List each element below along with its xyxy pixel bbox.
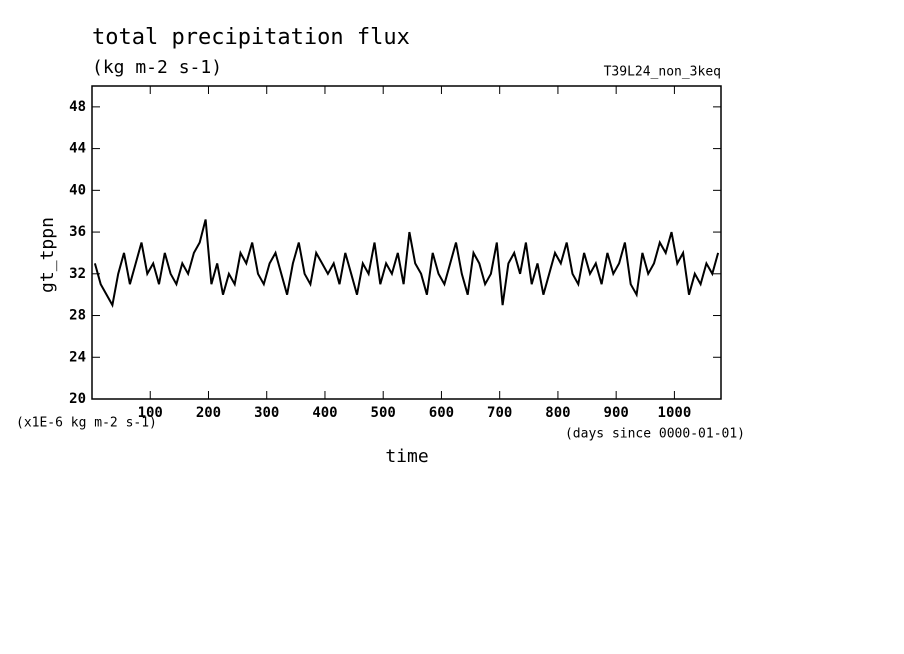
x-tick-label: 400: [312, 405, 337, 421]
x-tick-label: 600: [429, 405, 454, 421]
annotation: T39L24_non_3keq: [604, 65, 721, 80]
y-axis-label: gt_tppn: [37, 217, 58, 293]
y-tick-label: 40: [69, 182, 86, 198]
y-tick-label: 20: [69, 391, 86, 407]
series-line: [93, 219, 720, 309]
y-tick-label: 32: [69, 266, 86, 282]
y-tick-label: 36: [69, 224, 86, 240]
chart-title: total precipitation flux: [92, 25, 410, 50]
x-tick-label: 100: [138, 405, 163, 421]
y-tick-label: 48: [69, 99, 86, 115]
y-tick-label: 24: [69, 349, 86, 365]
y-tick-label: 28: [69, 308, 86, 324]
plot-frame: [91, 85, 722, 400]
x-axis-label: time: [385, 446, 428, 467]
x-tick-label: 700: [487, 405, 512, 421]
y-unit: (x1E-6 kg m-2 s-1): [16, 416, 157, 431]
x-unit: (days since 0000-01-01): [565, 427, 745, 442]
x-tick-label: 300: [254, 405, 279, 421]
x-tick-label: 200: [196, 405, 221, 421]
chart-subtitle: (kg m-2 s-1): [92, 57, 222, 78]
x-tick-label: 500: [371, 405, 396, 421]
x-tick-label: 800: [545, 405, 570, 421]
x-tick-label: 900: [604, 405, 629, 421]
x-tick-label: 1000: [658, 405, 692, 421]
y-tick-label: 44: [69, 141, 86, 157]
